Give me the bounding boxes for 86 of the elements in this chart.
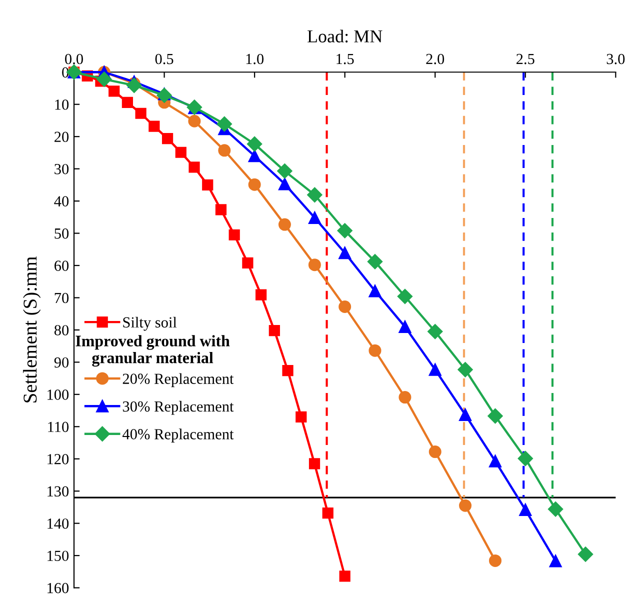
point — [578, 546, 594, 562]
point — [398, 391, 412, 404]
point — [459, 499, 472, 512]
point — [246, 136, 262, 152]
point — [308, 258, 321, 272]
point — [188, 162, 200, 173]
y-tick-label: 150 — [48, 550, 69, 561]
legend-label: Silty soil — [123, 316, 177, 331]
point — [96, 72, 112, 87]
point — [278, 218, 291, 231]
point — [548, 502, 564, 517]
point — [282, 365, 294, 376]
y-tick-label: 70 — [54, 292, 69, 304]
point — [248, 150, 261, 162]
y-tick-label: 10 — [55, 99, 69, 110]
point — [337, 223, 352, 238]
y-tick-label: 60 — [54, 260, 69, 271]
y-tick-label: 100 — [48, 390, 69, 400]
point — [202, 179, 214, 190]
y-axis-title: Settlement (S):mm — [23, 256, 41, 402]
x-tick-label: 3.0 — [606, 54, 625, 64]
point — [398, 320, 412, 333]
legend-label: 30% Replacement — [122, 400, 234, 415]
point — [549, 554, 562, 568]
x-axis-title: Load: MN — [307, 30, 382, 43]
point — [296, 411, 307, 423]
y-tick-label: 160 — [48, 582, 69, 594]
y-tick-label: 120 — [48, 454, 69, 464]
point — [488, 454, 502, 468]
y-tick-label: 50 — [54, 228, 69, 239]
point — [308, 212, 321, 224]
point — [228, 229, 240, 240]
point — [188, 114, 201, 128]
point — [148, 120, 160, 132]
point — [218, 144, 231, 157]
point — [518, 450, 533, 466]
y-tick-label: 20 — [54, 132, 69, 142]
point — [367, 254, 383, 270]
y-tick-label: 30 — [54, 164, 69, 174]
point — [322, 507, 334, 519]
point — [256, 289, 267, 300]
y-tick-label: 140 — [48, 518, 69, 529]
point — [108, 86, 120, 97]
legend-label: 20% Replacement — [122, 373, 234, 388]
point — [488, 554, 502, 567]
point — [277, 163, 292, 179]
x-tick-label: 1.0 — [246, 54, 264, 64]
point — [216, 116, 232, 132]
point — [428, 363, 442, 376]
y-tick-label: 90 — [54, 357, 69, 368]
point — [307, 187, 322, 202]
x-tick-label: 0.5 — [155, 54, 174, 64]
y-tick-label: 80 — [54, 325, 69, 336]
legend-title: Improved ground with granular material — [76, 335, 230, 367]
point — [162, 132, 174, 144]
point — [339, 570, 350, 582]
x-tick-label: 0.0 — [65, 54, 83, 64]
point — [428, 446, 442, 458]
point — [268, 325, 280, 336]
point — [338, 246, 352, 260]
point — [308, 458, 320, 470]
y-tick-label: 110 — [48, 422, 69, 432]
point — [488, 408, 503, 424]
point — [126, 78, 142, 93]
point — [175, 146, 186, 158]
legend-label: 40% Replacement — [122, 428, 234, 442]
y-tick-label: 130 — [48, 486, 69, 497]
y-tick-label: 40 — [54, 196, 69, 206]
point — [368, 344, 382, 357]
point — [122, 96, 134, 108]
point — [242, 257, 254, 268]
x-tick-label: 1.5 — [336, 54, 354, 64]
x-tick-label: 2.5 — [516, 54, 534, 64]
point — [135, 108, 146, 119]
point — [278, 178, 291, 190]
point — [459, 408, 472, 421]
x-tick-label: 2.0 — [426, 54, 444, 64]
point — [397, 288, 413, 304]
point — [519, 504, 532, 516]
point — [428, 324, 443, 340]
point — [215, 204, 227, 216]
point — [458, 362, 473, 378]
point — [248, 178, 261, 191]
point — [156, 88, 172, 103]
point — [338, 300, 352, 313]
point — [368, 284, 382, 298]
